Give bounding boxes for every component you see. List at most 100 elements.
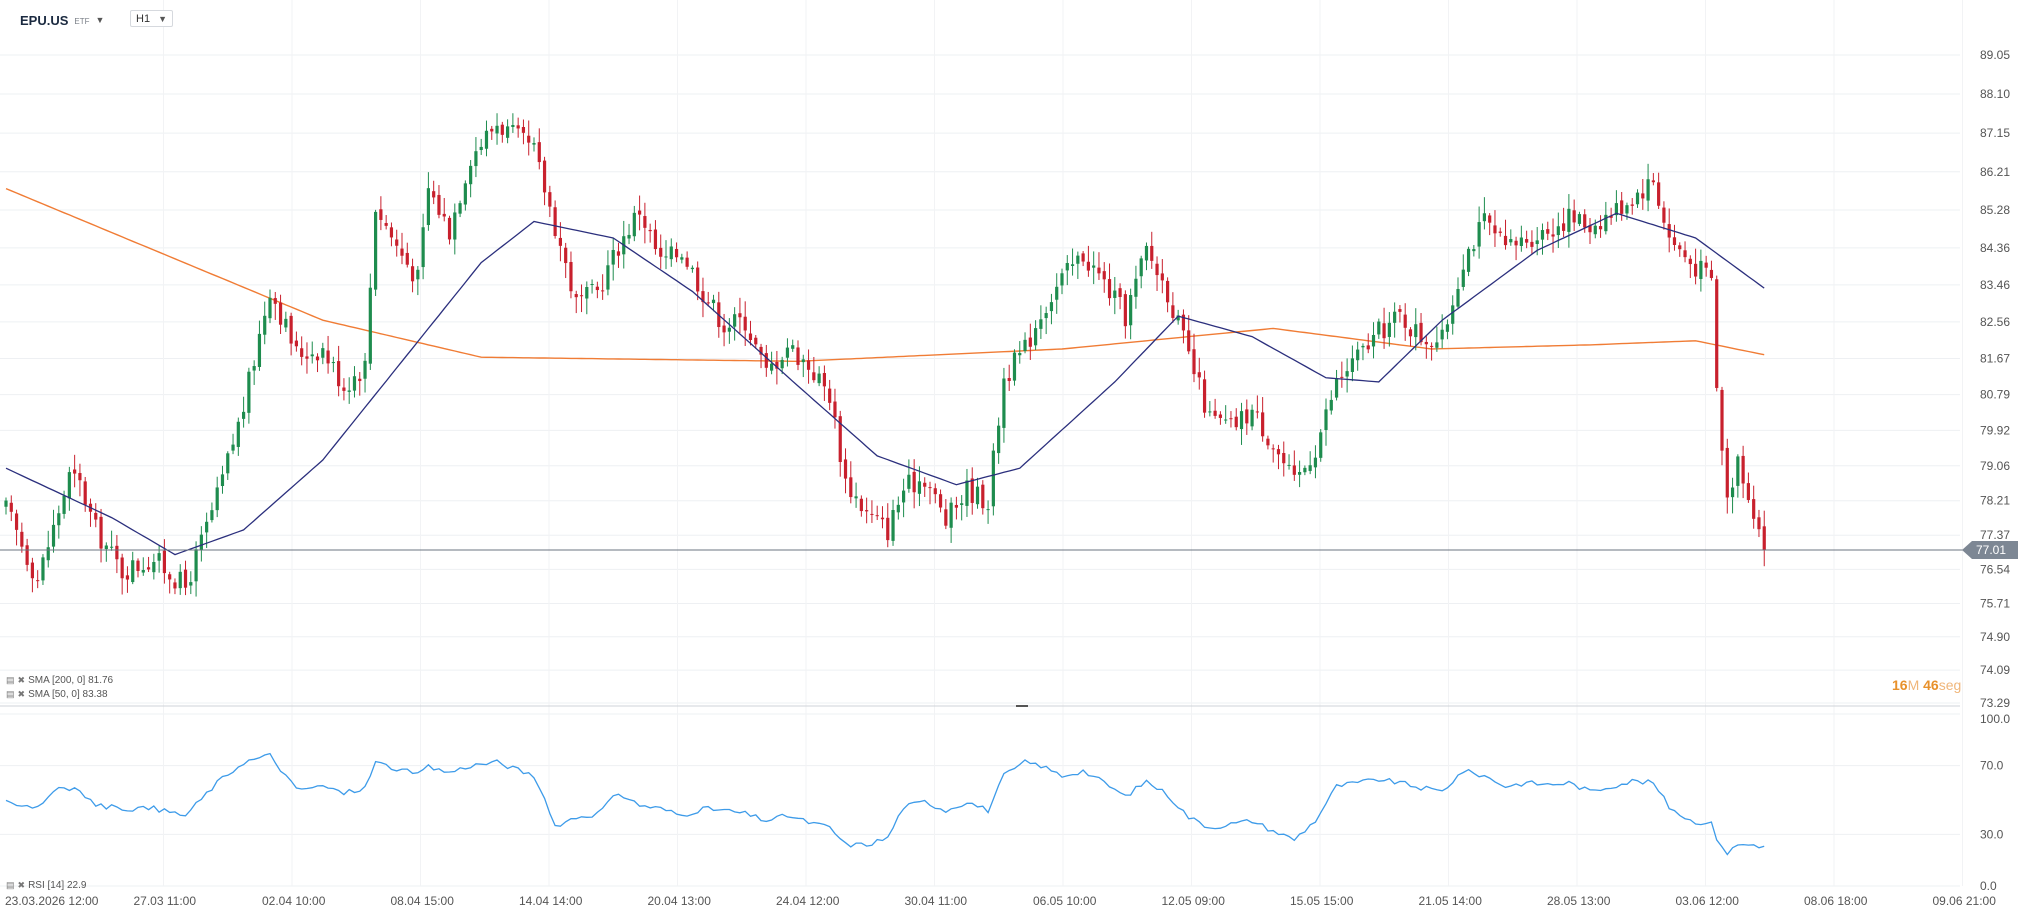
price-tick-label: 82.56 [1980, 315, 2010, 329]
candle-body [1683, 250, 1687, 258]
candle-body [1593, 225, 1597, 235]
candle-body [220, 474, 225, 487]
candle-body [1224, 419, 1228, 421]
candle-body [564, 247, 568, 264]
candle-body [1752, 499, 1756, 519]
price-tick-label: 79.92 [1980, 423, 2010, 437]
close-icon[interactable]: ✖ [17, 880, 26, 890]
candle-body [870, 513, 874, 515]
settings-icon[interactable]: ▤ [6, 880, 15, 890]
rsi-line [5, 752, 1765, 856]
candle-body [1709, 269, 1714, 278]
countdown-seconds-unit: seg [1938, 677, 1962, 693]
candle-body [965, 480, 969, 506]
candle-body [606, 265, 610, 290]
candle-countdown: 16M 46seg [1892, 677, 1961, 693]
candle-body [1498, 231, 1502, 233]
symbol-selector[interactable]: EPU.US ETF ▼ [20, 10, 104, 30]
close-icon[interactable]: ✖ [17, 689, 26, 699]
candle-body [36, 580, 40, 582]
candle-body [917, 481, 922, 494]
candle-body [1445, 324, 1450, 332]
candle-body [278, 302, 283, 325]
candle-body [289, 315, 293, 344]
candle-body [1488, 215, 1492, 223]
candle-body [257, 333, 262, 367]
price-tick-label: 74.09 [1980, 663, 2010, 677]
sma200-path [5, 187, 1765, 362]
last-price-tag: 77.01 [1962, 541, 2018, 560]
candle-body [384, 223, 388, 226]
rsi-axis: 100.0 70.0 30.0 0.0 [1980, 712, 2010, 893]
candle-body [363, 360, 367, 379]
candle-body [1572, 210, 1576, 223]
candle-body [1218, 414, 1222, 418]
candle-body [865, 510, 869, 512]
candle-body [1625, 205, 1629, 214]
time-tick-label: 14.04 14:00 [519, 894, 583, 908]
candle-body [25, 545, 29, 565]
candle-body [1609, 215, 1613, 218]
candle-body [1688, 258, 1692, 265]
candle-body [1482, 213, 1486, 222]
price-tick-label: 84.36 [1980, 241, 2010, 255]
countdown-minutes: 16 [1892, 677, 1908, 693]
candle-body [817, 373, 821, 384]
close-icon[interactable]: ✖ [17, 675, 26, 685]
indicator-sma200[interactable]: ▤ ✖ SMA [200, 0] 81.76 [6, 675, 113, 686]
candle-body [447, 217, 452, 240]
sma50-line [5, 212, 1765, 556]
candle-body [484, 130, 489, 149]
indicator-sma50[interactable]: ▤ ✖ SMA [50, 0] 83.38 [6, 689, 108, 700]
candle-body [1435, 342, 1439, 348]
timeframe-select[interactable]: H1 ▼ [130, 10, 173, 27]
settings-icon[interactable]: ▤ [6, 675, 15, 685]
candle-body [1588, 225, 1592, 233]
candle-body [1276, 449, 1281, 455]
countdown-seconds: 46 [1923, 677, 1939, 693]
sma50-path [5, 212, 1765, 556]
candle-body [1440, 329, 1444, 340]
candle-body [743, 316, 747, 331]
candle-body [812, 372, 816, 381]
indicator-rsi[interactable]: ▤ ✖ RSI [14] 22.9 [6, 880, 86, 891]
candle-body [833, 401, 837, 418]
candle-body [569, 261, 573, 292]
candle-body [1741, 455, 1745, 484]
candle-body [1086, 261, 1090, 271]
candle-body [474, 151, 478, 167]
candle-body [511, 125, 515, 127]
candle-body [527, 135, 531, 143]
candle-body [1493, 225, 1497, 234]
candle-body [896, 504, 900, 513]
candle-body [1065, 263, 1069, 271]
candle-body [1234, 416, 1238, 428]
candle-body [1245, 409, 1249, 424]
candle-body [770, 363, 774, 371]
candle-body [928, 487, 932, 489]
time-tick-label: 02.04 10:00 [262, 894, 326, 908]
candle-body [331, 362, 335, 364]
candle-body [912, 471, 916, 493]
candle-body [674, 248, 679, 258]
candle-body [1028, 337, 1032, 347]
candle-body [1250, 409, 1254, 427]
candle-body [643, 216, 647, 228]
candle-body [1430, 345, 1434, 347]
candle-body [99, 516, 103, 549]
candle-body [1456, 288, 1460, 307]
candle-body [326, 350, 330, 364]
candle-body [1060, 273, 1064, 286]
indicator-sma200-label: SMA [200, 0] 81.76 [28, 675, 114, 686]
candle-body [125, 575, 130, 580]
candle-body [696, 267, 700, 292]
candle-body [321, 348, 325, 358]
candle-body [1271, 448, 1275, 450]
candle-body [701, 291, 705, 303]
candle-body [1699, 260, 1703, 279]
candle-body [284, 318, 288, 328]
candle-body [490, 128, 494, 132]
settings-icon[interactable]: ▤ [6, 689, 15, 699]
